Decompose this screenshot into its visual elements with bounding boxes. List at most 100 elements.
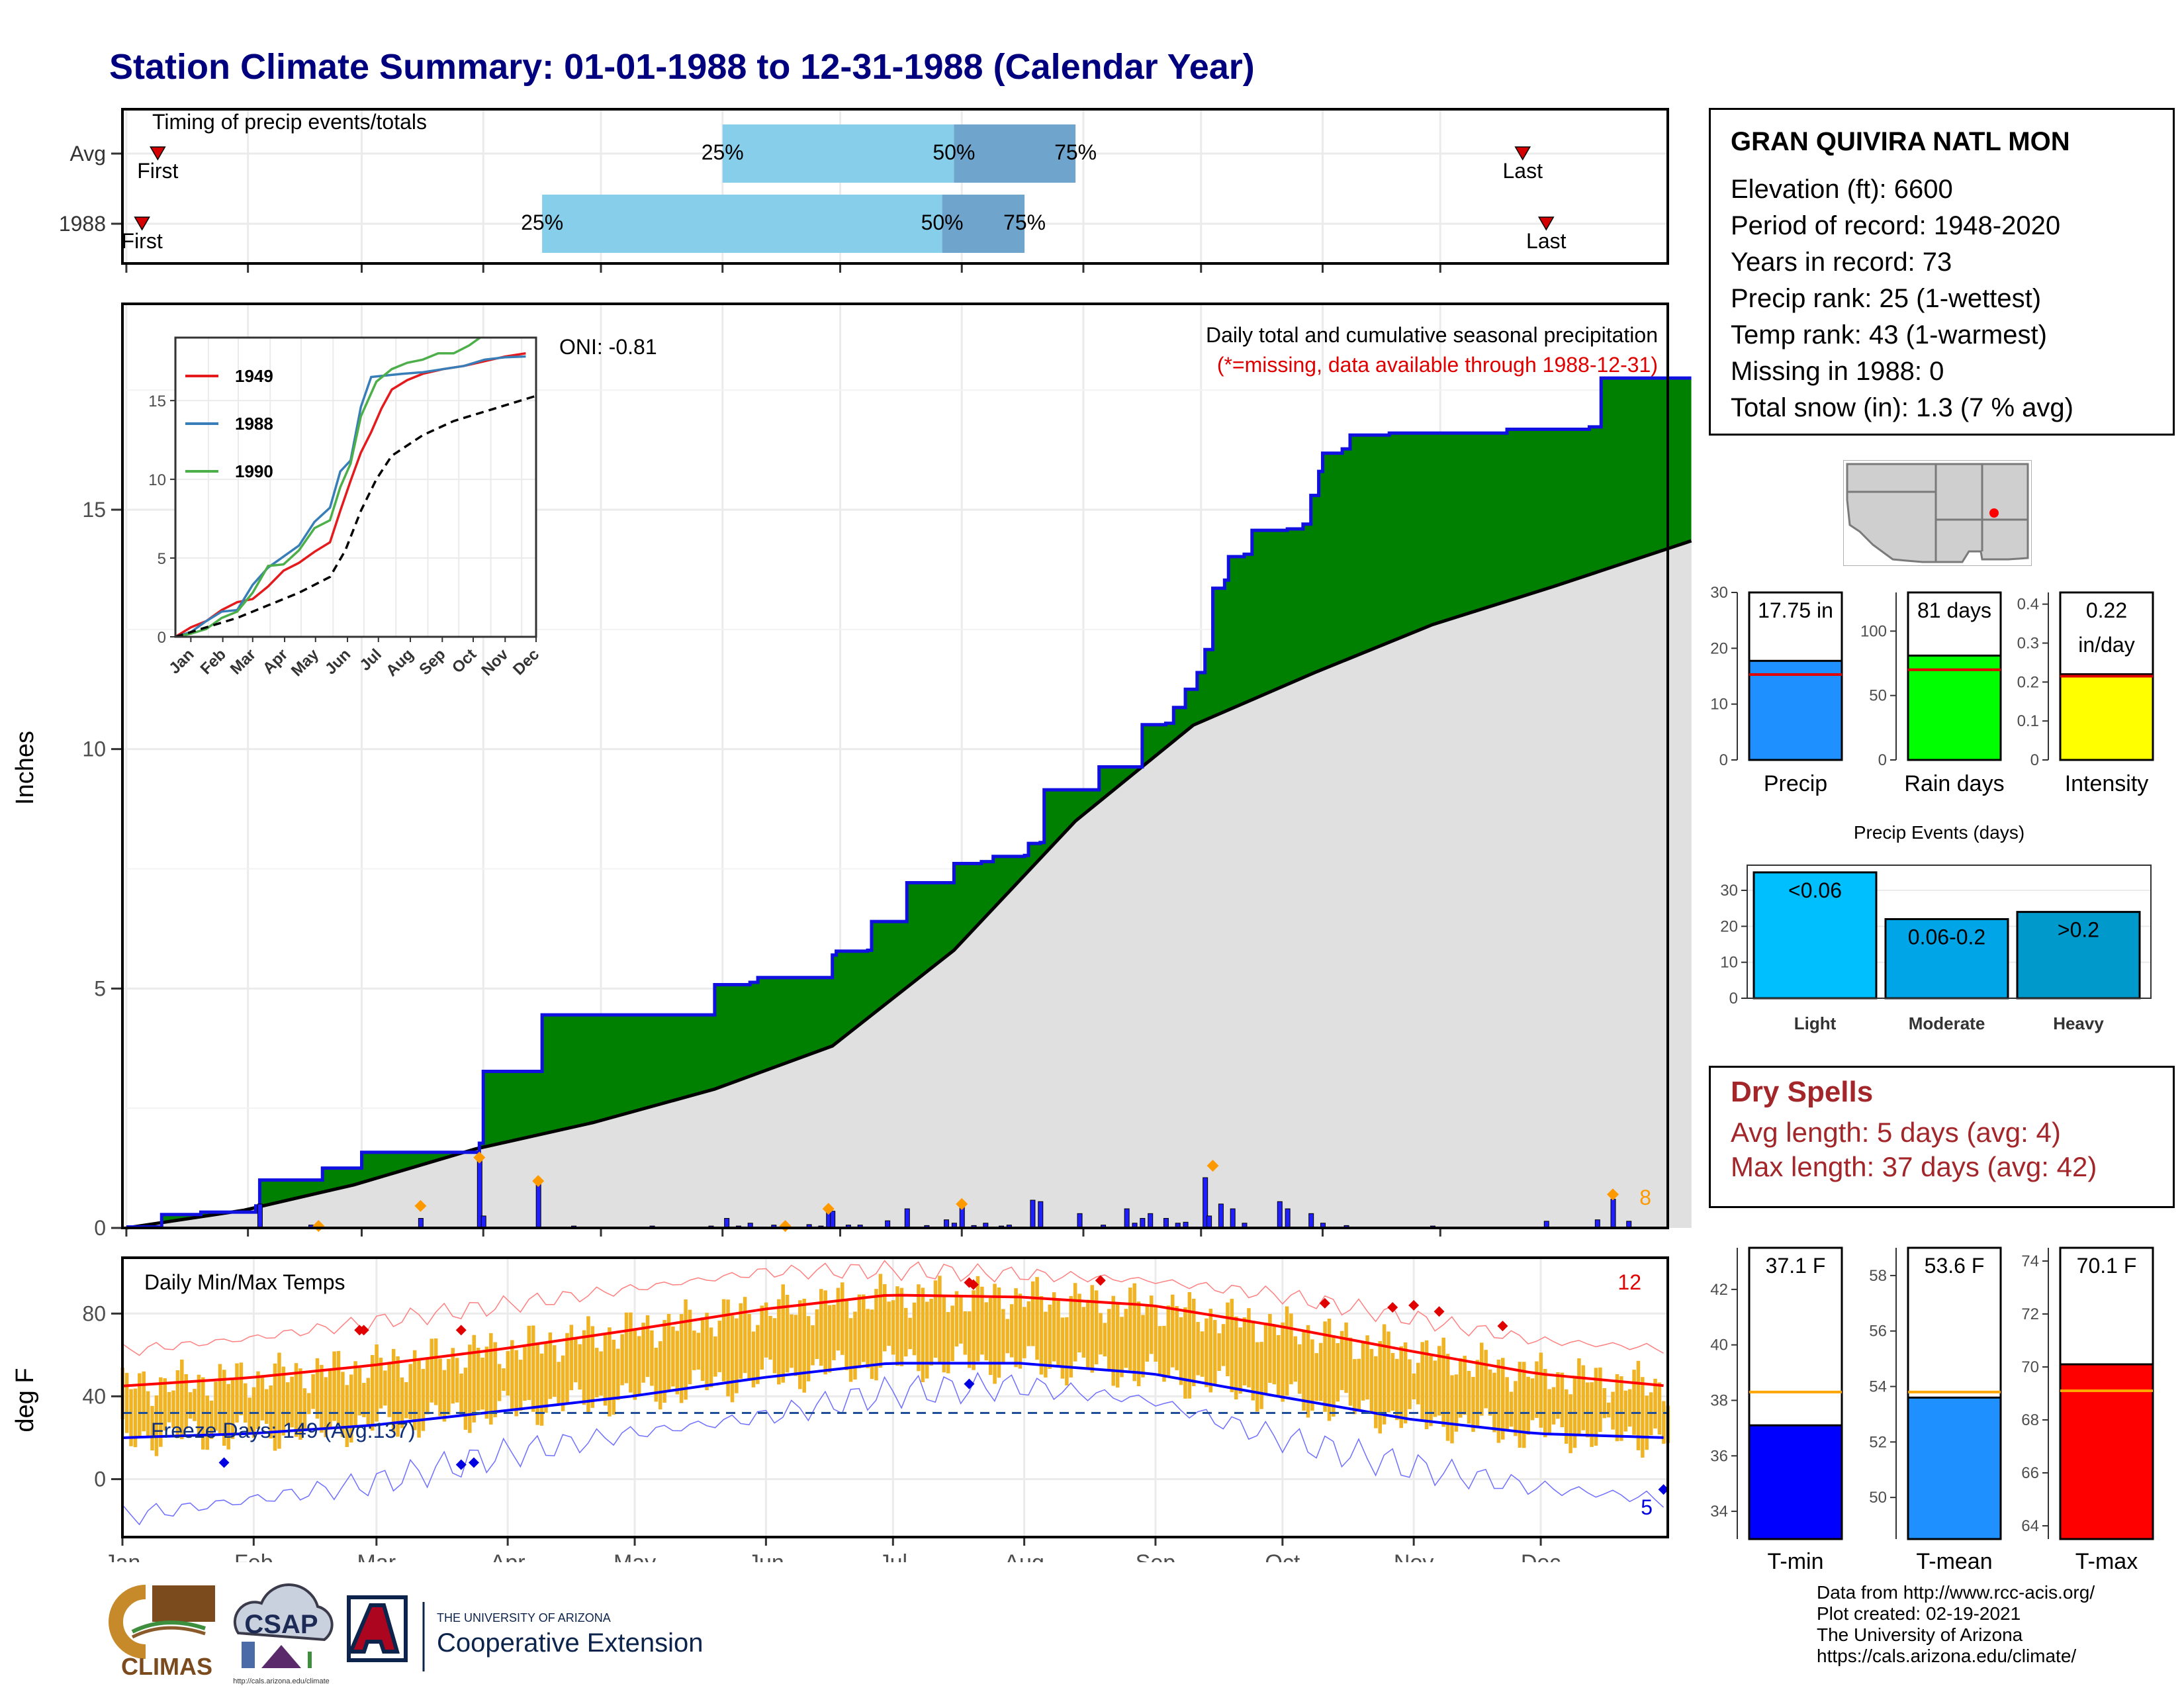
daily-temp-range-bar [1581, 1365, 1586, 1430]
daily-temp-range-bar [721, 1299, 726, 1382]
daily-temp-range-bar [933, 1280, 938, 1358]
daily-precip-bar [1285, 1208, 1291, 1229]
dry-spells-avg-length: Avg length: 5 days (avg: 4) [1731, 1117, 2061, 1148]
daily-temp-range-bar [1175, 1306, 1179, 1371]
daily-temp-range-bar [1107, 1309, 1111, 1372]
daily-temp-range-bar [836, 1288, 841, 1351]
temperature-x-tick-label: Mar [357, 1550, 396, 1562]
temp-category-label: T-max [2075, 1549, 2138, 1574]
temp-t-min-y-tick-label: 42 [1710, 1281, 1728, 1299]
daily-temp-range-bar [1103, 1323, 1107, 1357]
cumulative-y-axis-label: Inches [11, 731, 39, 805]
precip-events-frame [1747, 865, 2152, 999]
daily-temp-range-bar [768, 1315, 772, 1360]
daily-temp-range-bar [641, 1323, 645, 1383]
daily-temp-range-bar [777, 1299, 781, 1385]
daily-temp-range-bar [620, 1334, 624, 1385]
daily-temp-range-bar [412, 1350, 417, 1430]
record-max-marker [358, 1325, 369, 1336]
daily-temp-range-bar [455, 1358, 459, 1403]
daily-temp-range-bar [700, 1317, 705, 1382]
daily-temp-range-bar [853, 1311, 857, 1380]
ua-logo-big-text: Cooperative Extension [437, 1628, 703, 1658]
daily-temp-range-bar [1509, 1391, 1514, 1427]
credit-data-source: Data from http://www.rcc-acis.org/ [1817, 1582, 2095, 1603]
daily-temp-range-bar [1090, 1285, 1094, 1373]
daily-temp-range-bar [1657, 1382, 1662, 1435]
daily-temp-range-bar [988, 1297, 993, 1376]
daily-temp-range-bar [1226, 1302, 1230, 1377]
csap-logo: CSAP http://cals.arizona.edu/climate [233, 1583, 334, 1685]
daily-temp-range-bar [1073, 1283, 1077, 1362]
daily-temp-range-bar [265, 1389, 269, 1424]
daily-precip-bar [904, 1208, 910, 1229]
timing-row-label: Avg [69, 142, 106, 165]
daily-temp-range-bar [1039, 1295, 1044, 1375]
daily-temp-range-bar [963, 1311, 968, 1355]
cumulative-average-area [126, 541, 1692, 1228]
annual-rain-days-y-tick-label: 0 [1878, 751, 1887, 769]
daily-temp-range-bar [921, 1288, 925, 1382]
timing-label-25: 25% [702, 140, 744, 164]
daily-temp-range-bar [1310, 1339, 1314, 1411]
daily-temp-range-bar [1327, 1318, 1332, 1421]
daily-temp-range-bar [167, 1391, 171, 1423]
precip-events-bar [2016, 911, 2141, 1000]
daily-temp-range-bar [138, 1373, 142, 1438]
daily-temp-range-bar [688, 1309, 692, 1385]
temperature-x-tick-label: Oct [1265, 1550, 1300, 1562]
temperature-frame [121, 1256, 1669, 1538]
daily-temp-range-bar [705, 1313, 709, 1391]
daily-temp-range-bar [1077, 1293, 1081, 1352]
daily-temp-range-bar [315, 1358, 320, 1419]
ua-logo-small-text: THE UNIVERSITY OF ARIZONA [437, 1611, 611, 1624]
credit-url: https://cals.arizona.edu/climate/ [1817, 1646, 2077, 1666]
daily-temp-range-bar [370, 1355, 375, 1431]
daily-temp-range-bar [1348, 1337, 1353, 1406]
inset-legend-label: 1988 [235, 414, 273, 434]
precip-events-bar-label: 0.06-0.2 [1908, 925, 1985, 949]
temp-t-mean-y-tick-label: 56 [1869, 1323, 1887, 1340]
daily-temp-range-bar [976, 1276, 980, 1362]
daily-temp-range-bar [1361, 1340, 1365, 1401]
record-min-line [122, 1372, 1664, 1526]
daily-temp-range-bar [781, 1284, 785, 1383]
daily-temp-range-bar [129, 1389, 133, 1446]
daily-temp-range-bar [239, 1362, 244, 1415]
temp-t-min-y-tick-label: 34 [1710, 1503, 1728, 1521]
daily-temp-range-bar [929, 1298, 933, 1366]
daily-temp-range-bar [230, 1380, 235, 1439]
temp-t-max-y-tick-label: 68 [2021, 1411, 2039, 1429]
daily-temp-range-bar [1412, 1373, 1416, 1399]
precip-events-category: Light [1794, 1013, 1837, 1033]
daily-temp-range-bar [633, 1330, 637, 1400]
daily-temp-range-bar [1645, 1395, 1649, 1450]
daily-precip-bar [724, 1218, 730, 1229]
daily-precip-bar [1038, 1201, 1044, 1229]
record-max-marker [455, 1325, 467, 1336]
daily-temp-range-bar [1023, 1307, 1026, 1358]
daily-temp-range-bar [1281, 1322, 1285, 1402]
daily-temp-range-bar [1522, 1362, 1526, 1448]
timing-label-75: 75% [1003, 211, 1046, 234]
daily-temp-range-bar [1623, 1390, 1628, 1432]
daily-temp-range-bar [408, 1364, 413, 1420]
daily-temp-range-bar [1200, 1331, 1205, 1377]
daily-temp-range-bar [1060, 1317, 1065, 1379]
timing-last-marker [1514, 146, 1531, 161]
daily-temp-range-bar [1132, 1283, 1136, 1382]
daily-temp-range-bar [1230, 1299, 1234, 1393]
daily-temp-range-bar [599, 1351, 603, 1396]
annual-precip-y-tick-label: 10 [1710, 696, 1728, 714]
daily-temp-range-bar [1318, 1342, 1323, 1401]
annual-precip-value-label: 17.75 in [1758, 598, 1833, 622]
daily-temp-range-bar [1001, 1309, 1005, 1363]
daily-temp-range-bar [332, 1351, 336, 1421]
precip-events-title: Precip Events (days) [1854, 822, 2025, 843]
cumulative-title: Daily total and cumulative seasonal prec… [1206, 323, 1658, 347]
annual-category-label: Precip [1764, 771, 1827, 796]
inset-legend-label: 1990 [235, 461, 273, 481]
daily-temp-range-bar [1378, 1340, 1382, 1434]
daily-temp-range-bar [561, 1355, 565, 1411]
temp-category-label: T-min [1768, 1549, 1824, 1574]
